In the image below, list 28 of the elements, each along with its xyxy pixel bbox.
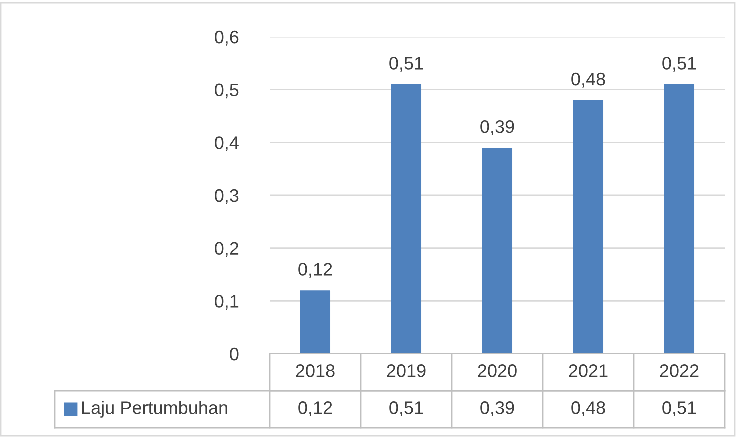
text: 0,51 xyxy=(662,57,696,72)
data-label: 0,12 xyxy=(298,402,332,416)
y-tick-label: 0,3 xyxy=(215,189,239,204)
x-tick-label: 2021 xyxy=(569,364,608,378)
y-tick-label: 0,6 xyxy=(215,30,239,46)
x-tick-label: 2022 xyxy=(660,364,699,378)
data-label: 0,51 xyxy=(662,402,696,416)
y-tick-label: 0 xyxy=(230,348,239,361)
text: 0,48 xyxy=(572,72,606,88)
bar xyxy=(482,148,513,354)
text: 0,51 xyxy=(390,57,424,72)
text: 0,12 xyxy=(298,263,332,278)
y-tick-label: 0,2 xyxy=(215,242,239,258)
x-tick-label: 2020 xyxy=(478,364,517,378)
bar xyxy=(664,84,695,354)
bar xyxy=(391,84,422,354)
data-label: 0,39 xyxy=(480,402,514,416)
x-tick-label: 2018 xyxy=(296,364,335,378)
data-label: 0,48 xyxy=(572,402,606,416)
y-tick-label: 0,1 xyxy=(215,295,239,310)
text: 0,39 xyxy=(480,120,514,136)
data-label: 0,51 xyxy=(390,402,424,416)
legend-label: Laju Pertumbuhan xyxy=(82,401,228,418)
x-tick-label: 2019 xyxy=(387,364,426,378)
bar xyxy=(300,290,331,354)
bar xyxy=(573,100,604,354)
y-tick-label: 0,5 xyxy=(215,84,239,99)
y-tick-label: 0,4 xyxy=(215,136,239,152)
